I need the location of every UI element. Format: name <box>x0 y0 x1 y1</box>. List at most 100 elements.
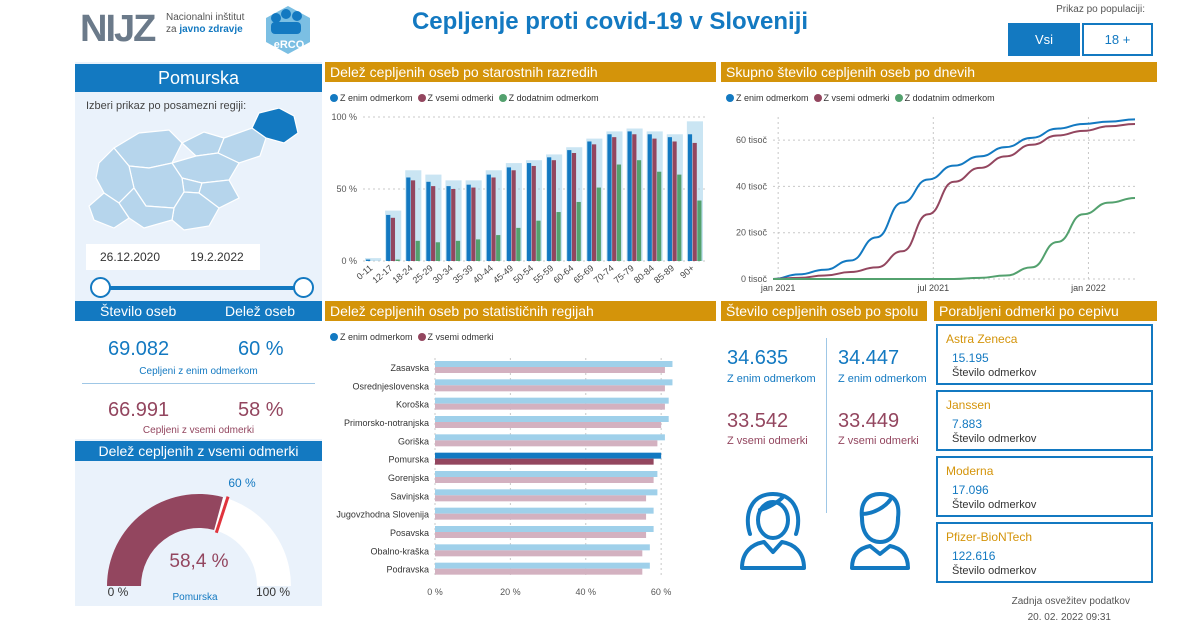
age-x-tick: 85-89 <box>652 263 676 285</box>
age-x-tick: 60-64 <box>551 263 575 285</box>
age-y-tick: 0 % <box>341 256 357 266</box>
age-x-tick: 65-69 <box>572 263 596 285</box>
age-bar-extra <box>697 200 702 261</box>
age-bar-one <box>687 134 693 261</box>
age-bar-all <box>571 153 577 261</box>
region-label: Posavska <box>390 528 429 538</box>
female-all-count: 33.542 <box>727 410 789 432</box>
age-x-tick: 50-54 <box>511 263 535 285</box>
date-slider-handle-end[interactable] <box>293 277 314 298</box>
date-start: 26.12.2020 <box>86 244 174 270</box>
legend-all-dose[interactable]: Z vsemi odmerki <box>417 93 494 103</box>
daily-y-tick: 20 tisoč <box>736 228 768 238</box>
region-bar-one <box>435 397 669 404</box>
date-slider-track[interactable] <box>100 286 305 290</box>
region-x-tick: 60 % <box>651 587 672 597</box>
daily-line-one <box>772 118 1136 280</box>
region-bar-all <box>435 568 643 575</box>
age-bar-all <box>511 170 516 261</box>
female-one-count: 34.635 <box>727 347 789 369</box>
region-x-tick: 40 % <box>576 587 597 597</box>
age-bar-all <box>390 217 396 261</box>
erco-icon: eRCO <box>266 6 310 54</box>
daily-y-tick: 40 tisoč <box>736 181 768 191</box>
region-select-label: Izberi prikaz po posamezni regiji: <box>86 100 247 112</box>
slovenia-map[interactable] <box>84 107 314 238</box>
vaccine-count: 122.616 <box>952 549 996 563</box>
all-dose-pct: 58 % <box>238 399 284 421</box>
region-bar-all <box>435 550 643 557</box>
age-bar-all <box>632 134 637 261</box>
age-x-tick: 55-59 <box>531 263 555 285</box>
region-title: Pomurska <box>75 64 322 92</box>
gender-title: Število cepljenih oseb po spolu <box>721 301 927 321</box>
region-bar-all <box>435 495 647 502</box>
region-bar-one <box>435 452 662 459</box>
pop-adult-button[interactable]: 18 + <box>1082 23 1153 56</box>
gauge-target-label: 60 % <box>228 476 256 490</box>
date-end: 19.2.2022 <box>174 244 260 270</box>
age-bar-one <box>366 259 371 261</box>
age-x-tick: 90+ <box>678 263 696 280</box>
age-bar-target <box>365 258 382 261</box>
age-x-tick: 18-24 <box>391 263 415 285</box>
male-one-count: 34.447 <box>838 347 900 369</box>
age-bar-extra <box>677 174 682 261</box>
age-bar-extra <box>536 220 541 261</box>
date-slider-handle-start[interactable] <box>90 277 111 298</box>
vaccine-count-label: Število odmerkov <box>952 565 1037 577</box>
age-bar-one <box>607 134 612 261</box>
stats-panel <box>75 321 322 439</box>
legend-all-dose[interactable]: Z vsemi odmerki <box>813 93 890 103</box>
region-bar-one <box>435 526 654 532</box>
age-y-tick: 50 % <box>336 184 357 194</box>
age-bar-one <box>446 186 451 261</box>
age-bar-one <box>506 167 512 261</box>
region-label: Pomurska <box>388 455 429 465</box>
age-x-tick: 80-84 <box>632 263 656 285</box>
region-label: Savinjska <box>390 491 429 501</box>
age-chart-legend: Z enim odmerkom Z vsemi odmerki Z dodatn… <box>330 93 599 103</box>
institute-line2a: za <box>166 24 180 35</box>
age-bar-one <box>587 141 592 261</box>
age-bar-extra <box>435 242 440 261</box>
age-bar-one <box>406 177 411 261</box>
legend-all-dose[interactable]: Z vsemi odmerki <box>417 332 494 342</box>
count-header: Število oseb <box>100 303 177 319</box>
region-bar-all <box>435 403 665 410</box>
legend-extra-dose[interactable]: Z dodatnim odmerkom <box>894 93 995 103</box>
age-bar-extra <box>576 201 581 261</box>
daily-chart: 0 tisoč 20 tisoč 40 tisoč 60 tisoč jan 2021 j… <box>721 105 1157 295</box>
age-bar-extra <box>395 259 400 261</box>
age-x-tick: 70-74 <box>592 263 616 285</box>
region-bar-all <box>435 458 654 465</box>
vaccine-card: Pfizer-BioNTech 122.616 Število odmerkov <box>936 522 1153 583</box>
nijz-logo: NIJZ <box>80 8 160 54</box>
daily-x-tick: jul 2021 <box>917 283 950 293</box>
age-bar-extra <box>657 171 662 261</box>
age-x-tick: 35-39 <box>451 263 475 285</box>
vaccine-card: Astra Zeneca 15.195 Število odmerkov <box>936 324 1153 385</box>
legend-one-dose[interactable]: Z enim odmerkom <box>726 93 809 103</box>
age-bar-extra <box>455 240 461 261</box>
male-all-count: 33.449 <box>838 410 900 432</box>
region-x-tick: 0 % <box>427 587 443 597</box>
region-label: Jugovzhodna Slovenija <box>336 510 429 520</box>
age-bar-extra <box>616 164 622 261</box>
age-bar-all <box>491 177 496 261</box>
age-bar-extra <box>556 212 561 261</box>
population-label: Prikaz po populaciji: <box>1056 4 1145 15</box>
age-bar-extra <box>496 235 501 261</box>
vaccine-name: Moderna <box>946 464 994 478</box>
pop-all-button[interactable]: Vsi <box>1008 23 1080 56</box>
institute-line1: Nacionalni inštitut <box>166 12 245 23</box>
vaccine-card: Moderna 17.096 Število odmerkov <box>936 456 1153 517</box>
page-title: Cepljenje proti covid-19 v Sloveniji <box>411 8 809 35</box>
legend-one-dose[interactable]: Z enim odmerkom <box>330 332 413 342</box>
daily-chart-title: Skupno število cepljenih oseb po dnevih <box>721 62 1157 82</box>
legend-extra-dose[interactable]: Z dodatnim odmerkom <box>498 93 599 103</box>
vaccine-count-label: Število odmerkov <box>952 433 1037 445</box>
legend-one-dose[interactable]: Z enim odmerkom <box>330 93 413 103</box>
one-dose-pct: 60 % <box>238 338 284 360</box>
age-bar-one <box>667 137 672 261</box>
